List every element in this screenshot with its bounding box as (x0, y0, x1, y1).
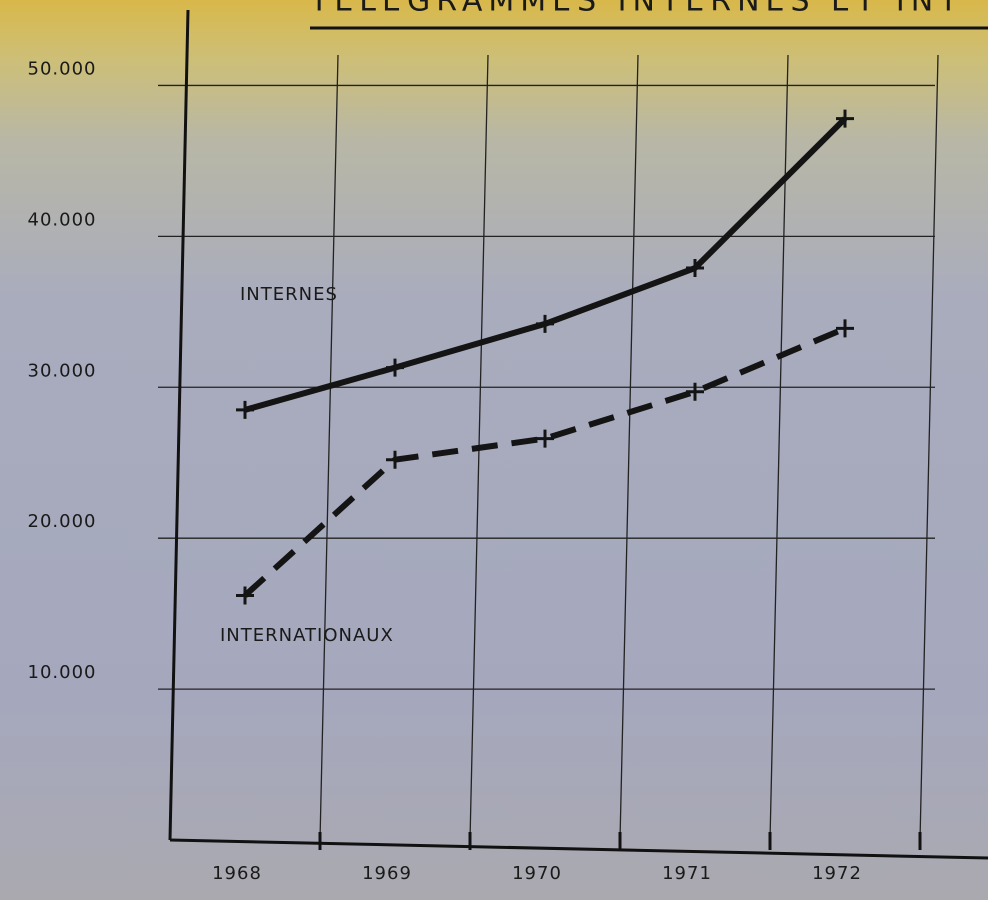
y-tick-label: 30.000 (28, 360, 97, 381)
point-marker (536, 314, 554, 333)
y-tick-label: 40.000 (28, 209, 97, 230)
x-axis (169, 838, 988, 860)
point-marker (686, 382, 704, 401)
x-tick-label: 1969 (362, 863, 412, 884)
point-marker (836, 319, 854, 338)
point-marker (386, 358, 404, 377)
point-marker (536, 429, 554, 448)
grid-line-vertical (919, 54, 939, 841)
point-marker (236, 586, 254, 605)
series-label: INTERNES (240, 284, 338, 305)
x-tick-label: 1971 (662, 863, 712, 884)
x-tick-label: 1968 (212, 863, 262, 884)
point-marker (386, 450, 404, 469)
chart-title: TÉLÉGRAMMES INTERNES ET INT (309, 0, 963, 19)
series-label: INTERNATIONAUX (220, 625, 394, 646)
x-tick-label: 1970 (512, 863, 562, 884)
grid-line-vertical (769, 54, 789, 841)
x-tick-label: 1972 (812, 863, 862, 884)
point-marker (686, 259, 704, 278)
series-line (242, 325, 847, 598)
point-marker (836, 109, 854, 128)
y-tick-label: 20.000 (28, 511, 97, 532)
y-tick-label: 10.000 (28, 662, 97, 683)
grid-line-vertical (619, 54, 639, 841)
grid-line-vertical (319, 54, 339, 841)
y-axis (168, 9, 190, 841)
y-tick-label: 50.000 (28, 58, 97, 79)
point-marker (236, 400, 254, 419)
